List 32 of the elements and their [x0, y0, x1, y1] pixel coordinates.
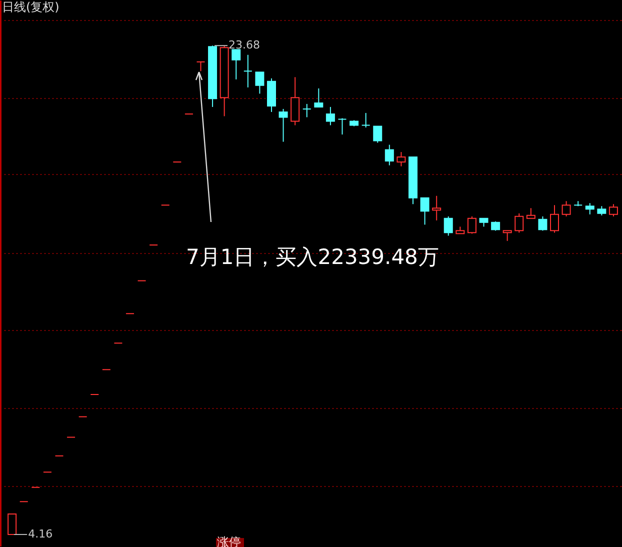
candlestick	[491, 220, 500, 232]
candlestick	[361, 112, 370, 128]
candlestick	[420, 197, 430, 226]
candlestick	[585, 202, 594, 215]
candlestick	[290, 76, 300, 126]
annotation: 23.68	[228, 38, 260, 52]
candlestick	[562, 200, 571, 217]
candlestick	[384, 144, 394, 166]
candlestick	[255, 72, 264, 94]
candlestick	[326, 106, 335, 126]
candlestick	[444, 216, 453, 236]
candlestick	[338, 118, 347, 135]
candlestick	[373, 126, 382, 144]
candlestick	[597, 206, 606, 216]
candlestick	[550, 204, 560, 234]
candlestick	[243, 54, 252, 88]
annotation: 7月1日，买入22339.48万	[186, 245, 439, 269]
candlestick	[538, 216, 548, 232]
candlestick	[526, 208, 536, 219]
candlestick	[502, 230, 512, 242]
candlestick	[396, 152, 406, 167]
candlestick	[467, 216, 476, 234]
candlestick	[514, 212, 524, 234]
annotation: 4.16	[28, 527, 53, 540]
candlestick	[232, 49, 241, 80]
candlestick	[278, 108, 288, 142]
candlestick	[608, 204, 618, 217]
candlestick	[302, 103, 312, 118]
candlestick	[432, 195, 442, 221]
chart-title: 日线(复权)	[2, 0, 60, 14]
candlestick	[314, 88, 324, 108]
candlestick	[8, 513, 17, 535]
